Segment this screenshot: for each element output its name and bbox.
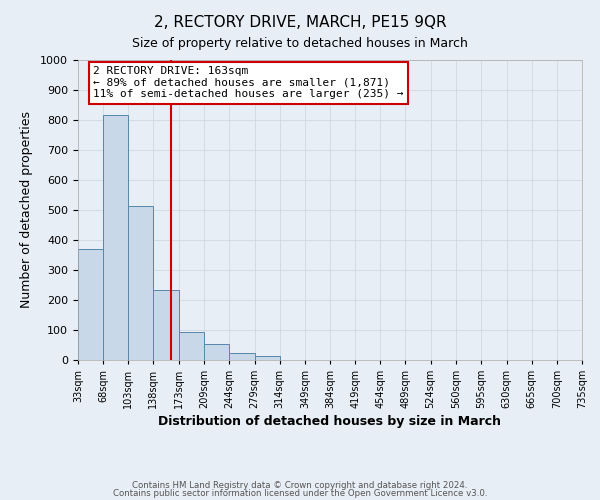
Text: 2, RECTORY DRIVE, MARCH, PE15 9QR: 2, RECTORY DRIVE, MARCH, PE15 9QR: [154, 15, 446, 30]
Text: Size of property relative to detached houses in March: Size of property relative to detached ho…: [132, 38, 468, 51]
Bar: [229, 354, 254, 360]
Bar: [179, 332, 205, 360]
Y-axis label: Number of detached properties: Number of detached properties: [20, 112, 34, 308]
Text: Contains public sector information licensed under the Open Government Licence v3: Contains public sector information licen…: [113, 489, 487, 498]
Bar: [254, 356, 280, 360]
Bar: [78, 249, 103, 360]
Text: 2 RECTORY DRIVE: 163sqm
← 89% of detached houses are smaller (1,871)
11% of semi: 2 RECTORY DRIVE: 163sqm ← 89% of detache…: [93, 66, 404, 99]
Text: Contains HM Land Registry data © Crown copyright and database right 2024.: Contains HM Land Registry data © Crown c…: [132, 480, 468, 490]
Bar: [103, 114, 128, 360]
Bar: [128, 206, 154, 360]
Bar: [205, 344, 229, 360]
X-axis label: Distribution of detached houses by size in March: Distribution of detached houses by size …: [158, 416, 502, 428]
Bar: [154, 290, 179, 360]
